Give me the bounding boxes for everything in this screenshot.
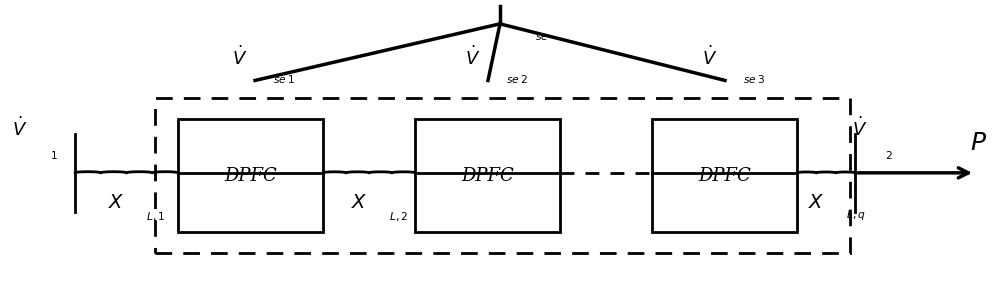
Text: $\dot{V}$: $\dot{V}$: [481, 0, 499, 4]
Bar: [652, 119, 797, 232]
Text: $_2$: $_2$: [885, 148, 893, 162]
Bar: [155, 98, 850, 253]
Text: DPFC: DPFC: [461, 167, 514, 185]
Text: $X$: $X$: [351, 194, 367, 212]
Text: $_{se\,1}$: $_{se\,1}$: [273, 72, 295, 86]
Text: $X$: $X$: [108, 194, 125, 212]
Text: $\dot{V}$: $\dot{V}$: [12, 117, 28, 140]
Text: DPFC: DPFC: [698, 167, 751, 185]
Text: $X$: $X$: [808, 194, 824, 212]
Text: $_1$: $_1$: [50, 148, 58, 162]
Text: $_{se\,3}$: $_{se\,3}$: [743, 72, 765, 86]
Text: $\dot{V}$: $\dot{V}$: [702, 45, 718, 69]
Text: $_{se\,2}$: $_{se\,2}$: [506, 72, 528, 86]
Text: $P$: $P$: [970, 131, 987, 155]
Text: $_{L,q}$: $_{L,q}$: [846, 209, 866, 223]
Text: $\dot{V}$: $\dot{V}$: [232, 45, 248, 69]
Bar: [415, 119, 560, 232]
Text: DPFC: DPFC: [224, 167, 277, 185]
Text: $_{se}$: $_{se}$: [535, 29, 549, 43]
Text: $_{L,1}$: $_{L,1}$: [146, 209, 166, 223]
Bar: [178, 119, 323, 232]
Text: $\dot{V}$: $\dot{V}$: [465, 45, 481, 69]
Text: $\dot{V}$: $\dot{V}$: [852, 117, 868, 140]
Text: $_{L,2}$: $_{L,2}$: [389, 209, 408, 223]
